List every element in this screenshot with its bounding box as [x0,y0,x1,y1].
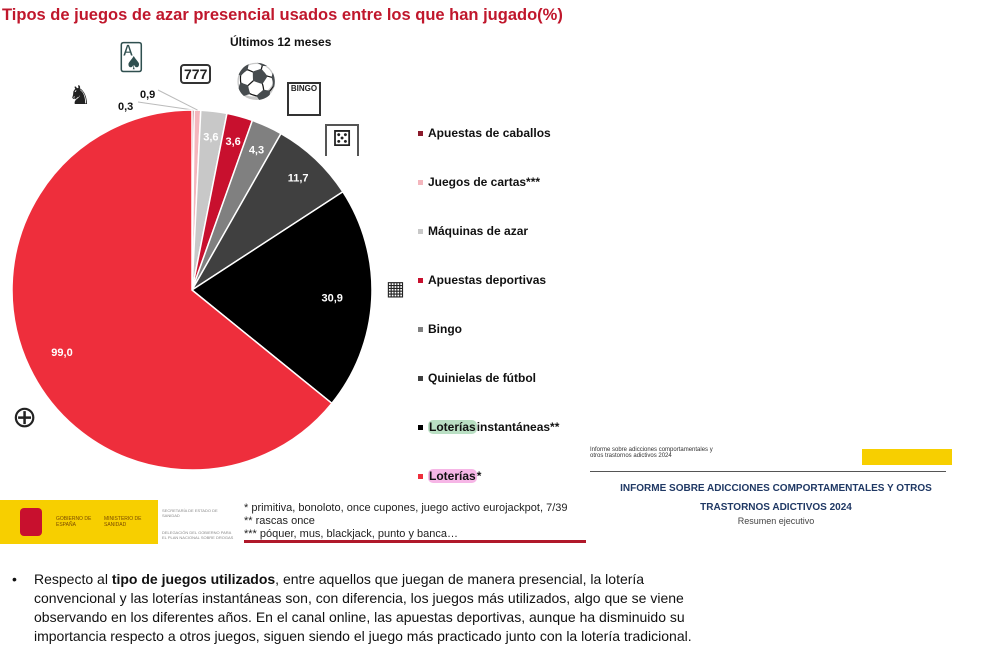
legend-label: Apuestas deportivas [428,273,547,287]
legend-swatch [418,131,423,136]
lottery-drum-icon: ⊕ [12,401,38,434]
coat-of-arms-icon [20,508,42,536]
data-label: 11,7 [288,172,309,184]
report-header: Informe sobre adicciones comportamentale… [590,447,962,526]
legend-label: Quinielas de fútbol [428,371,537,385]
paragraph-text: Respecto al tipo de juegos utilizados, e… [34,570,712,646]
ministry-label: MINISTERIO DE SANIDAD [104,516,142,528]
legend-item: Juegos de cartas*** [418,175,559,224]
leader-line [157,89,198,111]
report-title: TRASTORNOS ADICTIVOS 2024 [700,502,852,513]
legend-label: * [476,469,482,483]
legend-label: Bingo [428,322,462,336]
pie-slice [11,109,333,471]
legend-item: Quinielas de fútbol [418,371,559,420]
report-title: INFORME SOBRE ADICCIONES COMPORTAMENTALE… [620,483,932,494]
report-subtitle: Resumen ejecutivo [737,516,815,526]
gov-label: GOBIERNO DE ESPAÑA [56,516,92,528]
legend-item: Loterías instantáneas** [418,420,559,469]
chart-subtitle: Últimos 12 meses [230,35,332,49]
legend-swatch [418,376,423,381]
bingo-card-icon: BINGO [287,82,321,116]
divider [590,471,946,472]
footnote: * primitiva, bonoloto, once cupones, jue… [244,502,568,514]
legend-swatch [418,180,423,185]
legend-item: Apuestas deportivas [418,273,559,322]
legend-item: Loterías * [418,469,559,518]
data-label: 0,9 [140,89,155,101]
leader-line [137,101,194,111]
text: , entre aquellos que juegan de manera pr… [34,571,692,644]
report-small-title: Informe sobre adicciones comportamentale… [590,447,713,459]
legend-swatch [418,425,423,430]
legend-label-highlight: Loterías [428,420,477,434]
legend-swatch [418,278,423,283]
data-label: 3,6 [225,136,240,148]
data-label: 30,9 [321,292,342,304]
footnote: ** rascas once [244,515,315,527]
playing-cards-icon: 🂡 [118,42,145,72]
legend-item: Apuestas de caballos [418,126,559,175]
quiniela-icon: ⚄ [325,124,359,156]
legend-swatch [418,327,423,332]
chart-title: Tipos de juegos de azar presencial usado… [2,6,563,24]
legend-label: Juegos de cartas*** [428,175,541,189]
legend-label: instantáneas** [476,420,560,434]
slot-machine-icon: 777 [180,64,212,84]
pie-slice [190,190,373,405]
bold-text: tipo de juegos utilizados [111,571,276,587]
legend-swatch [418,474,423,479]
secretariat-box: SECRETARÍA DE ESTADO DE SANIDAD DELEGACI… [158,500,240,544]
data-label: 3,6 [203,131,218,143]
delegation-label: DELEGACIÓN DEL GOBIERNO PARA EL PLAN NAC… [162,530,234,540]
legend-item: Bingo [418,322,559,371]
bullet-icon: • [12,571,17,587]
data-label: 4,3 [249,144,264,156]
text: Respecto al [34,571,112,587]
data-label: 99,0 [51,347,72,359]
bullet-paragraph: • Respecto al tipo de juegos utilizados,… [12,570,712,646]
secretariat-label: SECRETARÍA DE ESTADO DE SANIDAD [162,508,218,518]
horse-money-icon: ♞ [68,80,92,110]
legend-label-highlight: Loterías [428,469,477,483]
legend-label: Máquinas de azar [428,224,529,238]
footnotes: * primitiva, bonoloto, once cupones, jue… [244,502,567,541]
divider [244,540,586,543]
report-logo [862,449,952,465]
scratch-card-icon: ▦ [386,278,405,300]
data-label: 0,3 [118,101,133,113]
pie-chart: 0,3 0,9 3,6 3,6 4,3 11,7 30,9 99,0 [11,89,373,471]
soccer-ball-icon: ⚽ [235,63,278,101]
footnote: *** póquer, mus, blackjack, punto y banc… [244,528,459,540]
legend: Apuestas de caballos Juegos de cartas***… [418,126,559,518]
legend-item: Máquinas de azar [418,224,559,273]
legend-swatch [418,229,423,234]
legend-label: Apuestas de caballos [428,126,551,140]
